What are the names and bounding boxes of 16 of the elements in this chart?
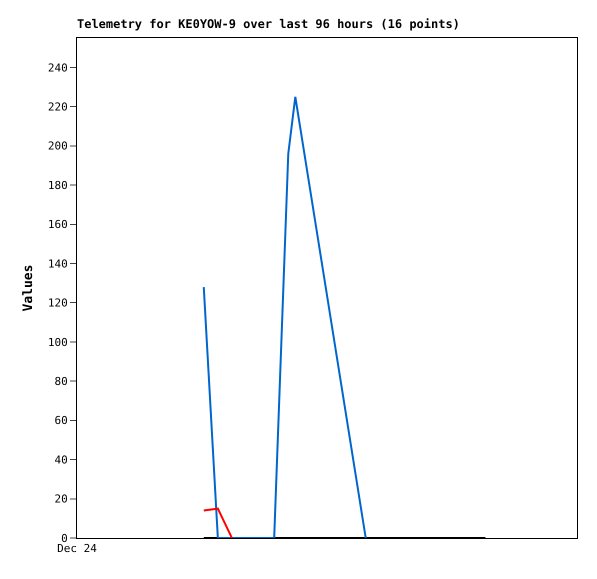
y-tick-label: 160: [48, 218, 68, 232]
y-tick-label: 240: [48, 61, 68, 74]
chart-title: Telemetry for KE0YOW-9 over last 96 hours (16 points): [77, 17, 460, 32]
y-tick-label: 180: [48, 178, 68, 192]
y-tick-label: 60: [54, 414, 68, 428]
y-tick-label: 200: [48, 140, 68, 153]
y-tick-label: 0: [61, 532, 68, 545]
y-tick-label: 120: [48, 296, 68, 310]
y-axis-title: Values: [20, 264, 36, 312]
y-tick-label: 80: [54, 374, 68, 388]
x-tick-label: Dec 24: [57, 542, 98, 556]
y-tick-label: 220: [48, 100, 68, 114]
y-tick-label: 40: [54, 453, 68, 466]
y-tick-label: 100: [48, 336, 68, 349]
y-tick-label: 20: [54, 492, 68, 506]
y-tick-label: 140: [48, 257, 68, 270]
